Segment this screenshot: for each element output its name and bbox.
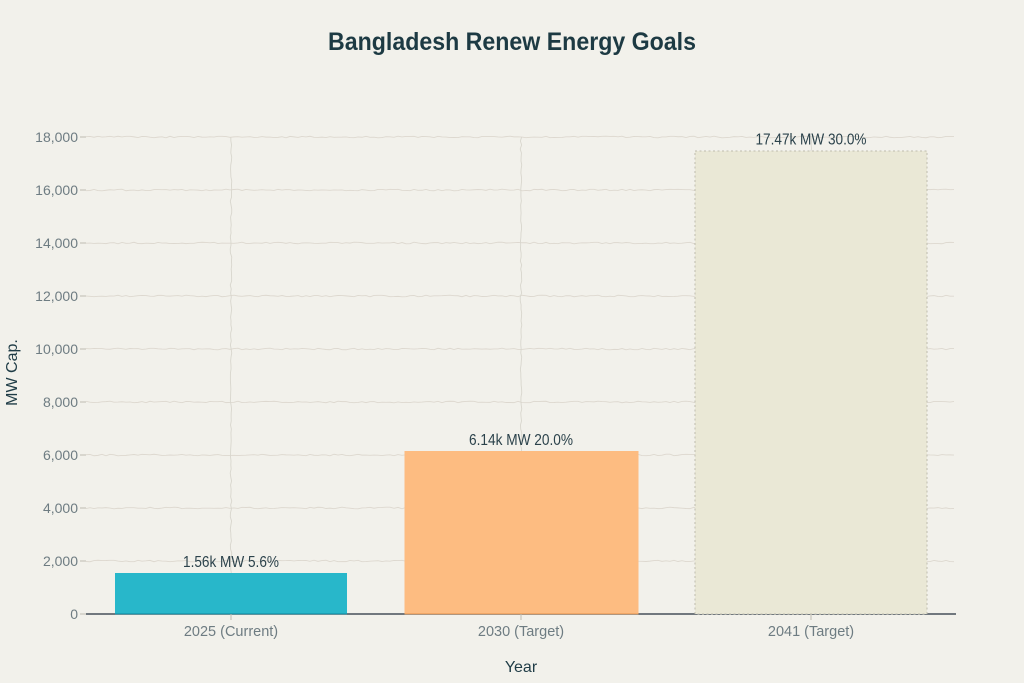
svg-text:2030 (Target): 2030 (Target) xyxy=(478,624,564,640)
svg-text:2025 (Current): 2025 (Current) xyxy=(184,624,278,640)
svg-text:12,000: 12,000 xyxy=(35,288,78,304)
svg-text:MW Cap.: MW Cap. xyxy=(4,339,21,406)
svg-text:Year: Year xyxy=(505,659,538,676)
svg-text:10,000: 10,000 xyxy=(35,341,78,357)
svg-text:2041 (Target): 2041 (Target) xyxy=(768,624,854,640)
svg-text:18,000: 18,000 xyxy=(35,129,78,145)
svg-text:0: 0 xyxy=(70,606,78,622)
svg-text:6,000: 6,000 xyxy=(43,447,78,463)
svg-text:2,000: 2,000 xyxy=(43,553,78,569)
svg-text:8,000: 8,000 xyxy=(43,394,78,410)
svg-text:1.56k MW 5.6%: 1.56k MW 5.6% xyxy=(183,554,279,571)
svg-text:16,000: 16,000 xyxy=(35,182,78,198)
svg-text:4,000: 4,000 xyxy=(43,500,78,516)
svg-text:17.47k MW 30.0%: 17.47k MW 30.0% xyxy=(756,132,867,149)
svg-text:6.14k MW 20.0%: 6.14k MW 20.0% xyxy=(469,432,573,449)
svg-text:Bangladesh Renew Energy Goals: Bangladesh Renew Energy Goals xyxy=(328,28,696,56)
svg-text:14,000: 14,000 xyxy=(35,235,78,251)
